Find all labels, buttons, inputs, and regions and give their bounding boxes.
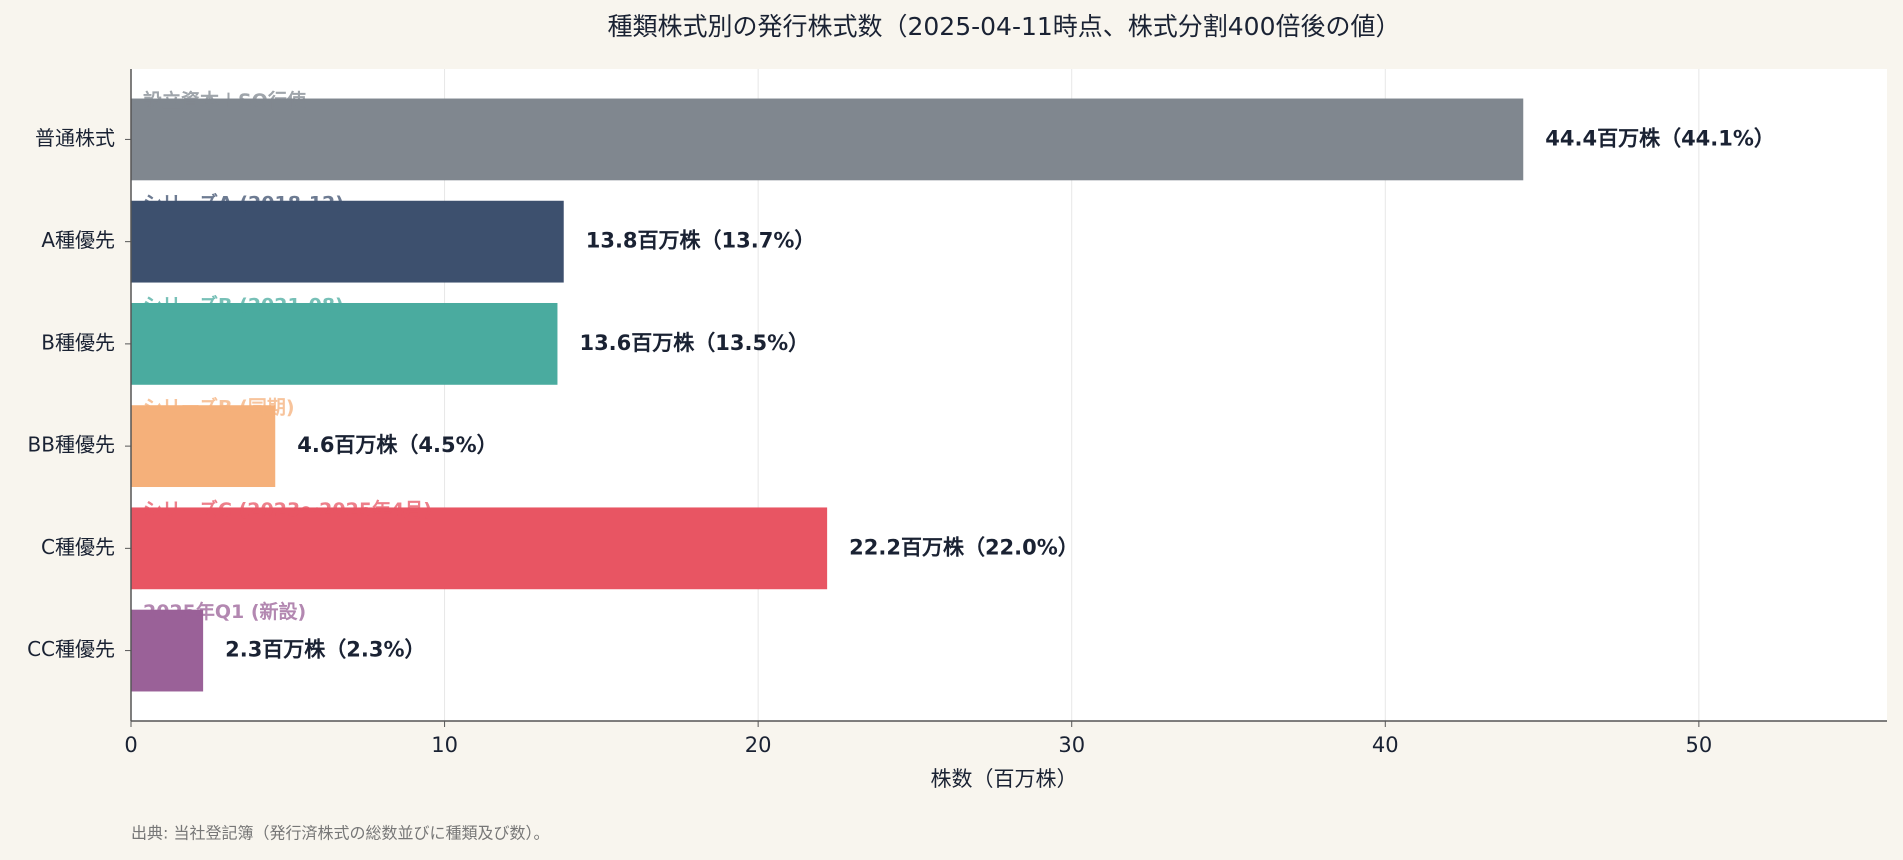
y-tick-label: B種優先 (41, 330, 115, 354)
x-tick-label: 50 (1685, 733, 1712, 757)
bar-annotation: 2025年Q1 (新設) (143, 600, 306, 623)
bar (131, 405, 276, 488)
bar (131, 609, 204, 692)
bar (131, 507, 828, 590)
bar-annotation: シリーズC (2023〜2025年4月) (143, 498, 432, 521)
x-tick-label: 10 (431, 733, 458, 757)
value-label: 13.8百万株（13.7%） (586, 229, 816, 253)
bar (131, 98, 1524, 181)
chart-title: 種類株式別の発行株式数（2025-04-11時点、株式分割400倍後の値） (607, 12, 1400, 41)
x-tick-label: 0 (124, 733, 137, 757)
x-tick-label: 40 (1372, 733, 1399, 757)
value-label: 22.2百万株（22.0%） (849, 535, 1079, 559)
y-tick-label: A種優先 (41, 228, 115, 252)
bar-annotation: シリーズA (2018-12) (143, 191, 344, 214)
source-note: 出典: 当社登記簿（発行済株式の総数並びに種類及び数）。 (131, 824, 549, 843)
x-axis-label: 株数（百万株） (931, 767, 1078, 791)
bar (131, 302, 558, 385)
value-label: 2.3百万株（2.3%） (225, 638, 425, 662)
bar (131, 200, 564, 283)
value-label: 13.6百万株（13.5%） (579, 331, 809, 355)
x-tick-label: 20 (745, 733, 772, 757)
bar-annotation: シリーズB (同期) (143, 396, 295, 419)
y-tick-label: CC種優先 (27, 637, 115, 661)
x-tick-label: 30 (1058, 733, 1085, 757)
y-tick-label: 普通株式 (35, 126, 115, 150)
bar-annotation: 設立資本＋SO行使 (143, 89, 307, 112)
y-tick-label: BB種優先 (28, 433, 115, 457)
value-label: 4.6百万株（4.5%） (297, 433, 497, 457)
bar-annotation: シリーズB (2021-08) (143, 293, 344, 316)
value-label: 44.4百万株（44.1%） (1545, 126, 1775, 150)
y-tick-label: C種優先 (41, 535, 115, 559)
